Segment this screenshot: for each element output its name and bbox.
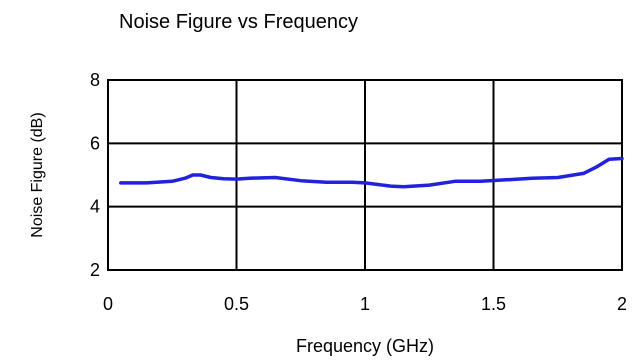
y-tick-label: 8 [90,70,100,90]
x-tick-label: 0.5 [224,294,249,314]
y-tick-labels: 2 4 6 8 [90,70,100,280]
x-tick-labels: 0 0.5 1 1.5 2 [103,294,627,314]
x-tick-label: 1.5 [481,294,506,314]
x-tick-label: 0 [103,294,113,314]
series-layer [119,156,624,189]
y-tick-label: 6 [90,133,100,153]
x-tick-label: 1 [360,294,370,314]
grid-lines [108,80,622,270]
x-tick-label: 2 [617,294,627,314]
x-axis-label: Frequency (GHz) [296,336,434,356]
series-line [119,156,624,189]
y-axis-label: Noise Figure (dB) [29,112,46,237]
chart-title: Noise Figure vs Frequency [119,11,358,33]
y-tick-label: 4 [90,197,100,217]
plot-area-frame [107,79,623,271]
y-tick-label: 2 [90,260,100,280]
